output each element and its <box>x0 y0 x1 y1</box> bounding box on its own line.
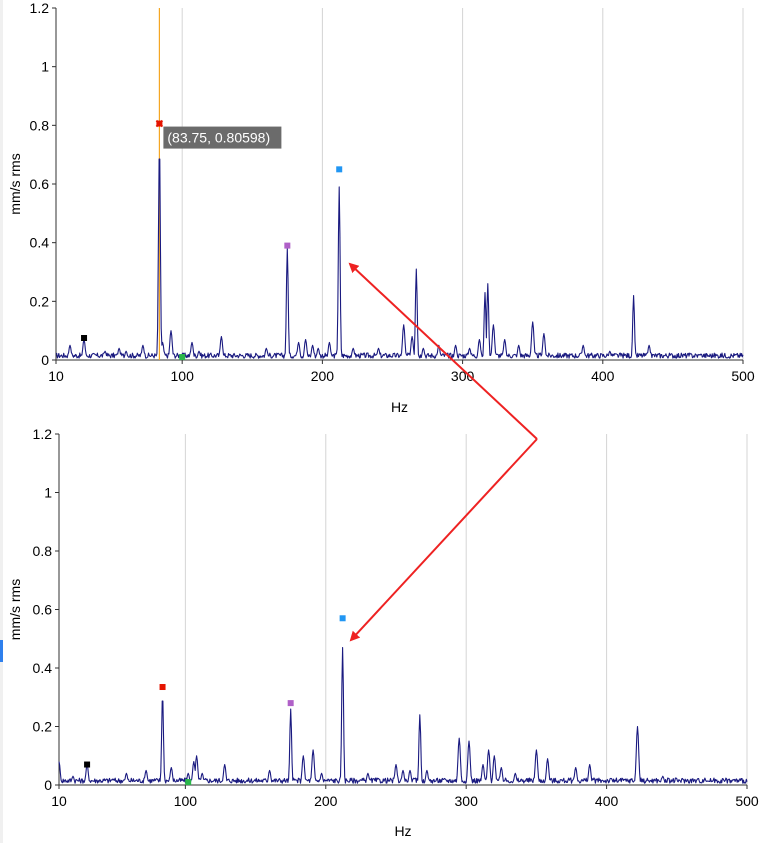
x-tick-label: 200 <box>314 793 338 809</box>
arrow-to-lower-peak <box>349 438 538 642</box>
x-tick-label: 500 <box>731 368 755 384</box>
x-axis-title: Hz <box>391 399 408 415</box>
peak-marker <box>179 354 186 361</box>
cursor-readout-box <box>163 126 282 149</box>
y-tick-label: 0.8 <box>33 543 53 559</box>
y-tick-label: 1 <box>41 59 49 75</box>
y-tick-label: 1.2 <box>33 426 53 442</box>
peak-marker <box>336 166 343 173</box>
cursor-readout-label: (83.75, 0.80598) <box>167 130 270 146</box>
y-axis-title: mm/s rms <box>7 153 23 214</box>
plot-area <box>59 434 747 785</box>
y-tick-label: 1 <box>44 485 52 501</box>
y-tick-label: 0.4 <box>33 660 53 676</box>
peak-marker <box>159 684 166 691</box>
x-tick-label: 10 <box>51 793 67 809</box>
comparison-arrows <box>348 262 538 642</box>
plot-area <box>56 8 743 360</box>
y-tick-label: 0.8 <box>30 117 50 133</box>
x-tick-label: 500 <box>735 793 759 809</box>
peak-marker <box>284 242 291 249</box>
window-edge-accent <box>0 640 3 662</box>
cursor-point-marker <box>155 119 164 128</box>
y-tick-label: 0.4 <box>30 235 50 251</box>
arrow-to-upper-peak <box>348 262 538 440</box>
peak-marker <box>185 779 192 786</box>
x-tick-label: 200 <box>311 368 335 384</box>
x-tick-label: 100 <box>174 793 198 809</box>
peak-marker <box>287 700 294 707</box>
peak-marker <box>81 335 88 341</box>
y-tick-label: 0 <box>44 777 52 793</box>
y-tick-label: 0 <box>41 352 49 368</box>
x-tick-label: 300 <box>451 368 475 384</box>
x-axis-title: Hz <box>394 823 411 839</box>
y-axis-title: mm/s rms <box>7 579 23 640</box>
peak-marker <box>84 761 91 768</box>
spectrum-line <box>58 646 748 784</box>
y-tick-label: 1.2 <box>30 0 50 16</box>
x-tick-label: 400 <box>591 368 615 384</box>
upper-spectrum-chart[interactable]: 0 0.2 0.4 0.6 0.8 1 1.2 10 100 200 300 400 500 Hz mm/s… <box>7 0 755 415</box>
y-tick-label: 0.6 <box>33 602 53 618</box>
lower-spectrum-chart[interactable]: 0 0.2 0.4 0.6 0.8 1 1.2 10 100 200 300 400 500 Hz mm/s… <box>7 426 759 839</box>
peak-marker <box>339 615 346 622</box>
y-tick-label: 0.6 <box>30 176 50 192</box>
y-tick-label: 0.2 <box>30 293 50 309</box>
x-tick-label: 10 <box>48 368 64 384</box>
x-tick-label: 100 <box>171 368 195 384</box>
y-tick-label: 0.2 <box>33 719 53 735</box>
window-left-edge <box>0 0 3 843</box>
spectrum-line <box>55 158 744 359</box>
x-tick-label: 400 <box>595 793 619 809</box>
x-tick-label: 300 <box>455 793 479 809</box>
